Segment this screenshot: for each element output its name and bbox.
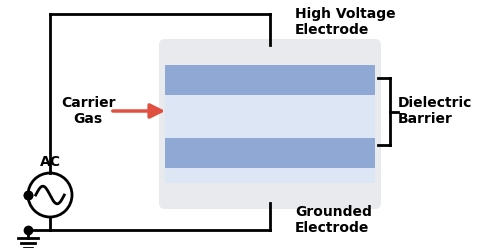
Bar [165,65,375,95]
FancyBboxPatch shape [159,39,381,209]
Text: High Voltage
Electrode: High Voltage Electrode [295,7,396,37]
Text: AC: AC [40,155,60,169]
Text: Carrier
Gas: Carrier Gas [61,96,115,126]
Bar [165,138,375,168]
Text: Grounded
Electrode: Grounded Electrode [295,205,372,235]
Bar [165,65,375,183]
Text: Dielectric
Barrier: Dielectric Barrier [398,96,472,126]
